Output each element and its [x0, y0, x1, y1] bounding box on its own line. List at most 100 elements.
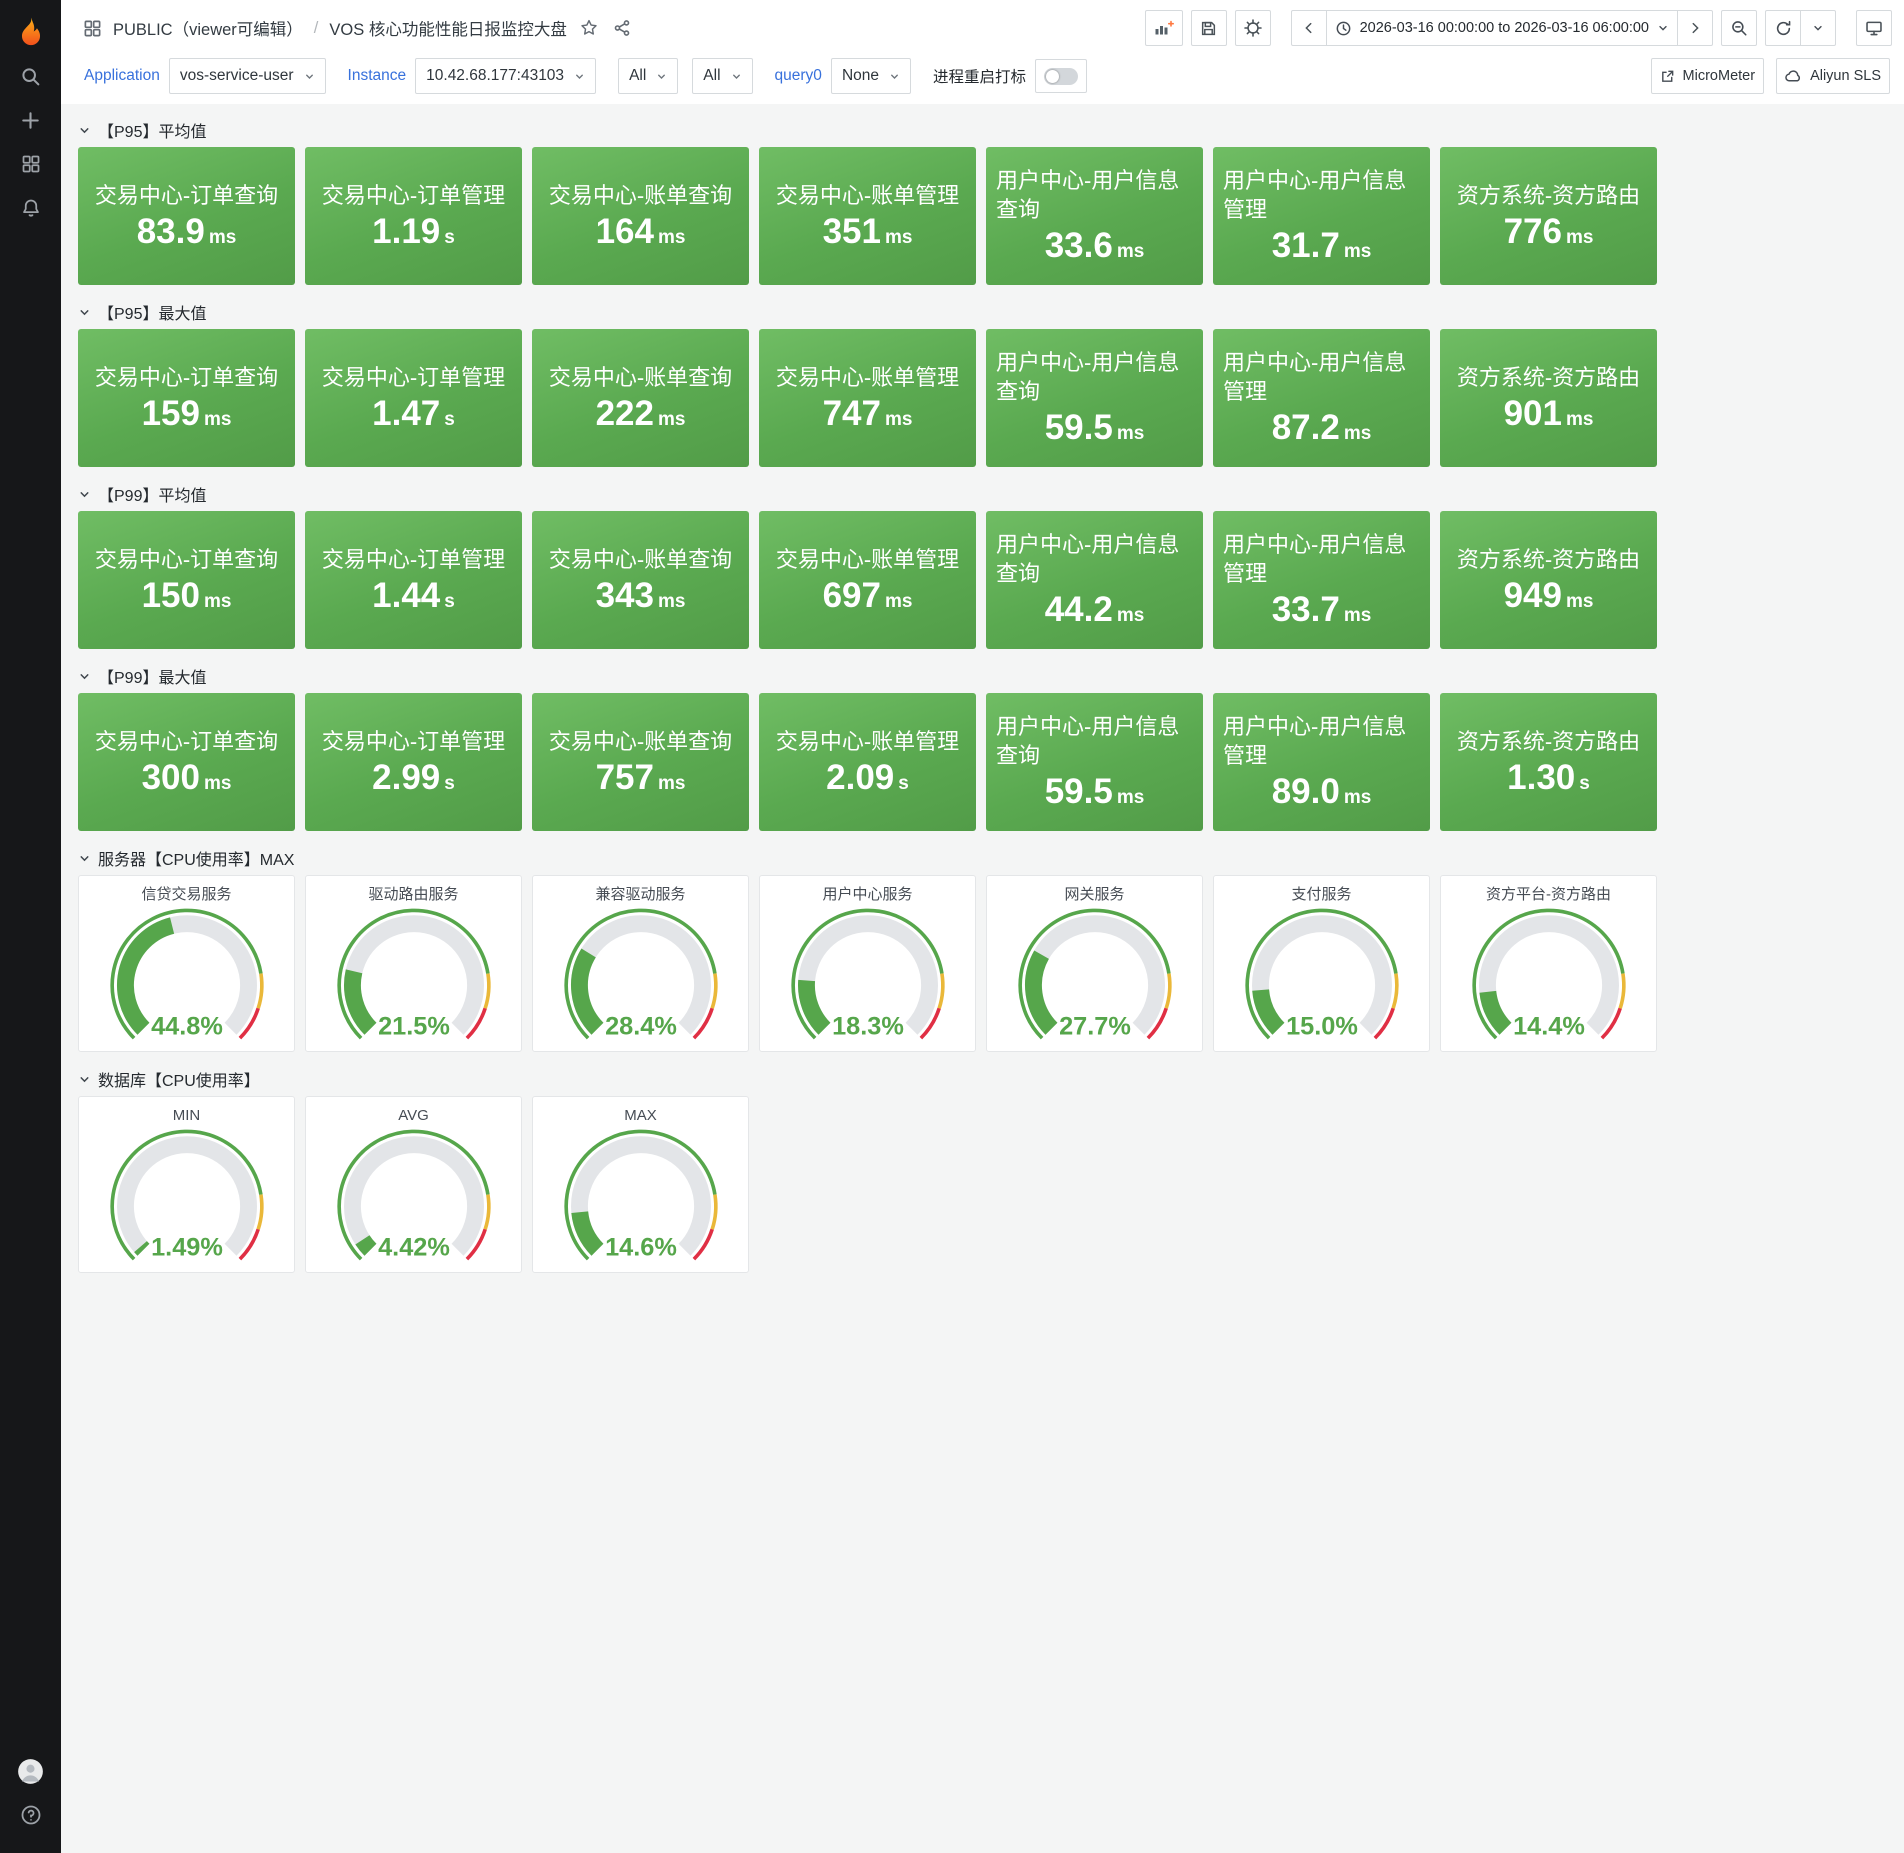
gauge-panel-title: 信贷交易服务 — [141, 886, 232, 903]
gauge-panel[interactable]: MAX 14.6% — [532, 1096, 749, 1273]
stat-panel-value: 164 ms — [595, 211, 686, 251]
gauge-panel-title: MIN — [172, 1107, 201, 1124]
stat-panel-title: 交易中心-账单查询 — [548, 364, 733, 390]
stat-panel[interactable]: 用户中心-用户信息管理 89.0 ms — [1213, 693, 1430, 831]
refresh-button[interactable] — [1765, 10, 1801, 46]
aliyun-sls-link-button[interactable]: Aliyun SLS — [1776, 58, 1890, 94]
stat-panel[interactable]: 交易中心-订单查询 83.9 ms — [78, 147, 295, 285]
stat-panel[interactable]: 用户中心-用户信息管理 87.2 ms — [1213, 329, 1430, 467]
gauge-panel-title: 网关服务 — [1064, 886, 1125, 903]
stat-panel[interactable]: 交易中心-订单查询 159 ms — [78, 329, 295, 467]
stat-panel[interactable]: 资方系统-资方路由 776 ms — [1440, 147, 1657, 285]
time-shift-back-button[interactable] — [1290, 10, 1327, 46]
gauge-panel[interactable]: MIN 1.49% — [78, 1096, 295, 1273]
stat-panel[interactable]: 用户中心-用户信息查询 59.5 ms — [986, 693, 1203, 831]
filter-b-select[interactable]: All — [692, 58, 753, 94]
stat-panel[interactable]: 资方系统-资方路由 901 ms — [1440, 329, 1657, 467]
row-header-2[interactable]: 【P99】平均值 — [78, 477, 206, 511]
gauge-panel[interactable]: 资方平台-资方路由 14.4% — [1440, 875, 1657, 1052]
restart-flag-toggle[interactable] — [1035, 59, 1088, 93]
gauge-chart-wrap: 1.49% — [88, 1129, 286, 1269]
stat-panel-value: 44.2 ms — [1044, 590, 1145, 630]
stat-panel[interactable]: 用户中心-用户信息查询 44.2 ms — [986, 511, 1203, 649]
row-header-5[interactable]: 数据库【CPU使用率】 — [78, 1062, 260, 1096]
stat-panel[interactable]: 交易中心-订单查询 150 ms — [78, 511, 295, 649]
stat-panel[interactable]: 用户中心-用户信息管理 33.7 ms — [1213, 511, 1430, 649]
time-range-button[interactable]: 2026-03-16 00:00:00 to 2026-03-16 06:00:… — [1325, 10, 1678, 46]
filter-query-value: None — [841, 67, 879, 84]
stat-panel[interactable]: 交易中心-账单管理 747 ms — [759, 329, 976, 467]
filter-query: query0 None — [775, 58, 911, 94]
row-header-0[interactable]: 【P95】平均值 — [78, 113, 206, 147]
stat-panel[interactable]: 交易中心-账单查询 164 ms — [532, 147, 749, 285]
row-header-4[interactable]: 服务器【CPU使用率】MAX — [78, 841, 294, 875]
stat-panel[interactable]: 资方系统-资方路由 949 ms — [1440, 511, 1657, 649]
refresh-interval-button[interactable] — [1800, 10, 1836, 46]
row-header-1[interactable]: 【P95】最大值 — [78, 295, 206, 329]
share-dashboard-button[interactable] — [611, 17, 633, 39]
gauge-panel[interactable]: 信贷交易服务 44.8% — [78, 875, 295, 1052]
filter-query-label: query0 — [774, 67, 822, 84]
sidebar-dashboards-button[interactable] — [0, 142, 61, 186]
stat-panel-title: 资方系统-资方路由 — [1456, 728, 1641, 754]
stat-panel[interactable]: 用户中心-用户信息查询 33.6 ms — [986, 147, 1203, 285]
help-icon — [21, 1805, 40, 1825]
add-panel-button[interactable] — [1144, 10, 1183, 46]
sidebar-create-button[interactable] — [0, 98, 61, 142]
stat-panel[interactable]: 交易中心-订单管理 1.44 s — [305, 511, 522, 649]
stat-panel[interactable]: 用户中心-用户信息管理 31.7 ms — [1213, 147, 1430, 285]
stat-panel[interactable]: 交易中心-账单查询 222 ms — [532, 329, 749, 467]
gauge-panel[interactable]: 驱动路由服务 21.5% — [305, 875, 522, 1052]
stat-panel[interactable]: 交易中心-账单管理 2.09 s — [759, 693, 976, 831]
gauge-chart: 18.3% — [790, 908, 945, 1041]
micrometer-link-button[interactable]: MicroMeter — [1650, 58, 1765, 94]
save-dashboard-button[interactable] — [1190, 10, 1227, 46]
stat-panel[interactable]: 交易中心-账单管理 697 ms — [759, 511, 976, 649]
main-area: PUBLIC（viewer可编辑） / VOS 核心功能性能日报监控大盘 — [61, 0, 1904, 1853]
gauge-panel[interactable]: 兼容驱动服务 28.4% — [532, 875, 749, 1052]
time-shift-forward-button[interactable] — [1677, 10, 1713, 46]
tv-mode-button[interactable] — [1856, 10, 1892, 46]
dashboard-grid: 【P95】平均值 交易中心-订单查询 83.9 ms 交易中心-订单管理 1.19 s 交易中… — [61, 104, 1904, 1303]
gauge-chart: 44.8% — [109, 908, 264, 1041]
gauge-panel[interactable]: AVG 4.42% — [305, 1096, 522, 1273]
gauge-chart-wrap: 14.6% — [542, 1129, 740, 1269]
star-dashboard-button[interactable] — [578, 17, 600, 39]
row-header-3[interactable]: 【P99】最大值 — [78, 659, 206, 693]
gauge-panel[interactable]: 用户中心服务 18.3% — [759, 875, 976, 1052]
chevron-down-icon — [891, 74, 898, 79]
stat-panel[interactable]: 交易中心-账单查询 757 ms — [532, 693, 749, 831]
zoom-out-button[interactable] — [1721, 10, 1757, 46]
sidebar-search-button[interactable] — [0, 54, 61, 98]
dashboard-title[interactable]: VOS 核心功能性能日报监控大盘 — [329, 21, 567, 39]
breadcrumb-folder[interactable]: PUBLIC（viewer可编辑） — [113, 21, 303, 39]
stat-panel[interactable]: 用户中心-用户信息查询 59.5 ms — [986, 329, 1203, 467]
stat-panel[interactable]: 交易中心-账单管理 351 ms — [759, 147, 976, 285]
stat-panel[interactable]: 交易中心-订单管理 1.19 s — [305, 147, 522, 285]
filter-bar: Application vos-service-user Instance 10… — [61, 56, 1904, 104]
stat-panel[interactable]: 资方系统-资方路由 1.30 s — [1440, 693, 1657, 831]
stat-panel-title: 交易中心-账单查询 — [548, 182, 733, 208]
sidebar-help-button[interactable] — [0, 1793, 61, 1837]
stat-panel[interactable]: 交易中心-账单查询 343 ms — [532, 511, 749, 649]
stat-panel[interactable]: 交易中心-订单管理 2.99 s — [305, 693, 522, 831]
svg-text:4.42%: 4.42% — [378, 1234, 450, 1262]
dashboard-settings-button[interactable] — [1234, 10, 1271, 46]
filter-a-select[interactable]: All — [618, 58, 679, 94]
filter-instance-select[interactable]: 10.42.68.177:43103 — [415, 58, 597, 94]
stat-panel-title: 交易中心-账单管理 — [775, 182, 960, 208]
sidebar-user-button[interactable] — [0, 1749, 61, 1793]
filter-a-value: All — [629, 67, 647, 84]
filter-query-select[interactable]: None — [830, 58, 911, 94]
top-navbar: PUBLIC（viewer可编辑） / VOS 核心功能性能日报监控大盘 — [61, 0, 1904, 56]
filter-application-select[interactable]: vos-service-user — [168, 58, 326, 94]
svg-text:14.6%: 14.6% — [605, 1234, 677, 1262]
stat-panel[interactable]: 交易中心-订单查询 300 ms — [78, 693, 295, 831]
gauge-panel[interactable]: 网关服务 27.7% — [986, 875, 1203, 1052]
gauge-panel[interactable]: 支付服务 15.0% — [1213, 875, 1430, 1052]
stat-panel[interactable]: 交易中心-订单管理 1.47 s — [305, 329, 522, 467]
grafana-logo[interactable] — [0, 10, 61, 54]
star-icon — [581, 19, 597, 35]
sidebar-alerts-button[interactable] — [0, 186, 61, 230]
stat-panel-value: 33.7 ms — [1271, 590, 1372, 630]
